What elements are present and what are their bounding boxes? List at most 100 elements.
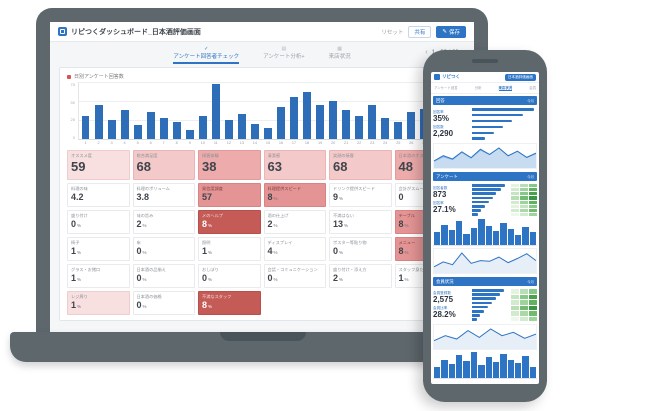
phone-speaker-icon bbox=[472, 59, 498, 63]
chart-bar bbox=[277, 107, 285, 139]
phone-kpi-label: 回答数 bbox=[433, 125, 444, 129]
kpi-card[interactable]: 不満なスタッフ 8% bbox=[198, 291, 261, 315]
kpi-value: 48 bbox=[398, 159, 413, 175]
kpi-card[interactable]: 床 0% bbox=[132, 237, 195, 261]
x-tick-label: 15 bbox=[265, 141, 271, 145]
kpi-card[interactable]: ドリンク提供スピード 9% bbox=[329, 183, 392, 207]
phone-kpi: 回答数 2,290 bbox=[433, 125, 469, 138]
section-header[interactable]: 会員状況 今月 bbox=[433, 277, 537, 286]
kpi-value: 1% bbox=[398, 273, 409, 284]
x-tick-label: 12 bbox=[226, 141, 231, 145]
laptop-tab[interactable]: ▤ アンケート分析+ bbox=[263, 46, 305, 64]
vbar bbox=[529, 232, 537, 245]
kpi-card[interactable]: 酒の仕上げ 2% bbox=[263, 210, 326, 234]
kpi-unit: % bbox=[404, 277, 409, 283]
reset-button[interactable]: リセット bbox=[381, 29, 404, 36]
chart-bar bbox=[263, 128, 272, 139]
chart-bar-slot bbox=[119, 82, 130, 139]
kpi-card[interactable]: レジ周り 1% bbox=[67, 291, 130, 315]
laptop-chart-bars bbox=[79, 82, 457, 139]
kpi-card[interactable]: 〆のヘルプ 8% bbox=[198, 210, 261, 234]
phone-tab[interactable]: 分析 bbox=[474, 86, 482, 90]
prev-page-icon[interactable]: ‹ bbox=[425, 49, 428, 56]
save-button[interactable]: ✎ 保存 bbox=[436, 25, 466, 38]
kpi-card[interactable]: ポスター等貼り物 0% bbox=[329, 237, 392, 261]
kpi-card[interactable]: おしぼり 0% bbox=[198, 264, 261, 288]
kpi-card[interactable]: オススメ度 59 bbox=[67, 150, 130, 180]
kpi-value: 1% bbox=[202, 246, 213, 257]
section-kpi-row: 回答者数 873 回答率 27.1% bbox=[433, 183, 537, 217]
kpi-card[interactable]: 料理の味 4.2 bbox=[67, 183, 130, 207]
heatmap-cell bbox=[511, 305, 519, 310]
x-tick-label: 23 bbox=[370, 141, 375, 145]
x-tick-label: 5 bbox=[136, 141, 139, 145]
heatmap-cell bbox=[520, 311, 528, 316]
phone-tab[interactable]: 会員 bbox=[529, 86, 536, 90]
kpi-unit: % bbox=[339, 196, 344, 202]
chart-bar-slot bbox=[93, 82, 104, 139]
answers-bar-chart: 75 50 25 0 bbox=[67, 82, 457, 140]
section-title: 会員状況 bbox=[436, 278, 454, 284]
kpi-unit: % bbox=[404, 223, 409, 229]
kpi-card[interactable]: 盛り付け 0% bbox=[67, 210, 130, 234]
phone-tab[interactable]: 来店状況 bbox=[498, 86, 513, 91]
chart-bar bbox=[342, 109, 351, 139]
tab-label: アンケート分析+ bbox=[263, 54, 305, 60]
kpi-card[interactable]: 椅子 1% bbox=[67, 237, 130, 261]
chart-plot-area bbox=[78, 82, 457, 140]
section-header[interactable]: 回答 今月 bbox=[433, 96, 537, 105]
chart-bar bbox=[120, 109, 129, 139]
kpi-card[interactable]: 不満はない 13% bbox=[329, 210, 392, 234]
chart-bar-slot bbox=[106, 82, 117, 139]
kpi-card[interactable]: 笑顔の接客 68 bbox=[329, 150, 392, 180]
chart-bar-slot bbox=[262, 82, 273, 139]
kpi-card[interactable]: 接客体験 38 bbox=[198, 150, 261, 180]
phone-kpi-value: 873 bbox=[433, 189, 447, 199]
section-header[interactable]: アンケート 今月 bbox=[433, 172, 537, 181]
laptop-tab[interactable]: ✓ アンケート回答者チェック bbox=[173, 46, 240, 64]
tab-icon: ▦ bbox=[337, 46, 342, 52]
kpi-card[interactable]: 料理提供スピード 8% bbox=[263, 183, 326, 207]
chart-bar bbox=[211, 84, 220, 139]
phone-screen-button[interactable]: 日本酒評価画面 bbox=[504, 73, 536, 81]
laptop-display: リピつくダッシュボード_日本酒評価画面 リセット 共有 ✎ 保存 ✓ アンケート回答… bbox=[50, 22, 474, 332]
kpi-card[interactable]: 日本酒の価格 0% bbox=[132, 291, 195, 315]
kpi-card[interactable]: 盛り付け・添え方 2% bbox=[329, 264, 392, 288]
share-button[interactable]: 共有 bbox=[408, 25, 432, 38]
kpi-grid: オススメ度 59 総合満足度 68 接客体験 38 清潔感 63 笑顔の接客 68 日本酒のオススメ… bbox=[67, 150, 457, 315]
kpi-card[interactable]: 料理のボリューム 3.8 bbox=[132, 183, 195, 207]
x-tick-label: 7 bbox=[162, 141, 165, 145]
kpi-card[interactable]: 会話・コミュニケーション 0% bbox=[263, 264, 326, 288]
chart-bar bbox=[198, 116, 207, 139]
kpi-card[interactable]: 総合満足度 68 bbox=[132, 150, 195, 180]
kpi-label: 総合満足度 bbox=[136, 153, 158, 158]
chart-bar-slot bbox=[367, 82, 378, 139]
kpi-card[interactable]: ディスプレイ 4% bbox=[263, 237, 326, 261]
kpi-card[interactable]: 味の旨み 2% bbox=[132, 210, 195, 234]
chart-bar-slot bbox=[275, 82, 286, 139]
kpi-card[interactable]: 清潔感 63 bbox=[263, 150, 326, 180]
chart-legend-label: 日別アンケート回答数 bbox=[74, 74, 124, 80]
hbar bbox=[472, 200, 489, 204]
kpi-value: 8% bbox=[202, 300, 213, 311]
heatmap-cell bbox=[529, 188, 537, 192]
x-tick-label: 13 bbox=[239, 141, 244, 145]
laptop-tab[interactable]: ▦ 来店状況 bbox=[329, 46, 351, 64]
kpi-label: 床 bbox=[136, 240, 141, 245]
phone-tab[interactable]: アンケート回答 bbox=[434, 86, 458, 90]
phone-kpi-label: 回答者数 bbox=[433, 185, 448, 190]
heatmap-cell bbox=[520, 289, 528, 294]
hbar bbox=[472, 318, 478, 321]
kpi-label: ドリンク提供スピード bbox=[333, 186, 375, 191]
kpi-value: 4% bbox=[267, 246, 278, 257]
chart-bar-slot bbox=[236, 82, 247, 139]
x-tick-label: 4 bbox=[123, 141, 126, 145]
kpi-label: 会話・コミュニケーション bbox=[267, 267, 318, 272]
kpi-card[interactable]: グラス・お猪口 1% bbox=[67, 264, 130, 288]
kpi-card[interactable]: 日本酒の品揃え 0% bbox=[132, 264, 195, 288]
kpi-card[interactable]: 照明 1% bbox=[198, 237, 261, 261]
kpi-label: 料理提供スピード bbox=[267, 186, 302, 191]
kpi-card[interactable]: 発信度調査 57 bbox=[198, 183, 261, 207]
kpi-unit: % bbox=[339, 277, 344, 283]
kpi-column: 回答率 35% 回答数 2,290 bbox=[433, 107, 469, 141]
